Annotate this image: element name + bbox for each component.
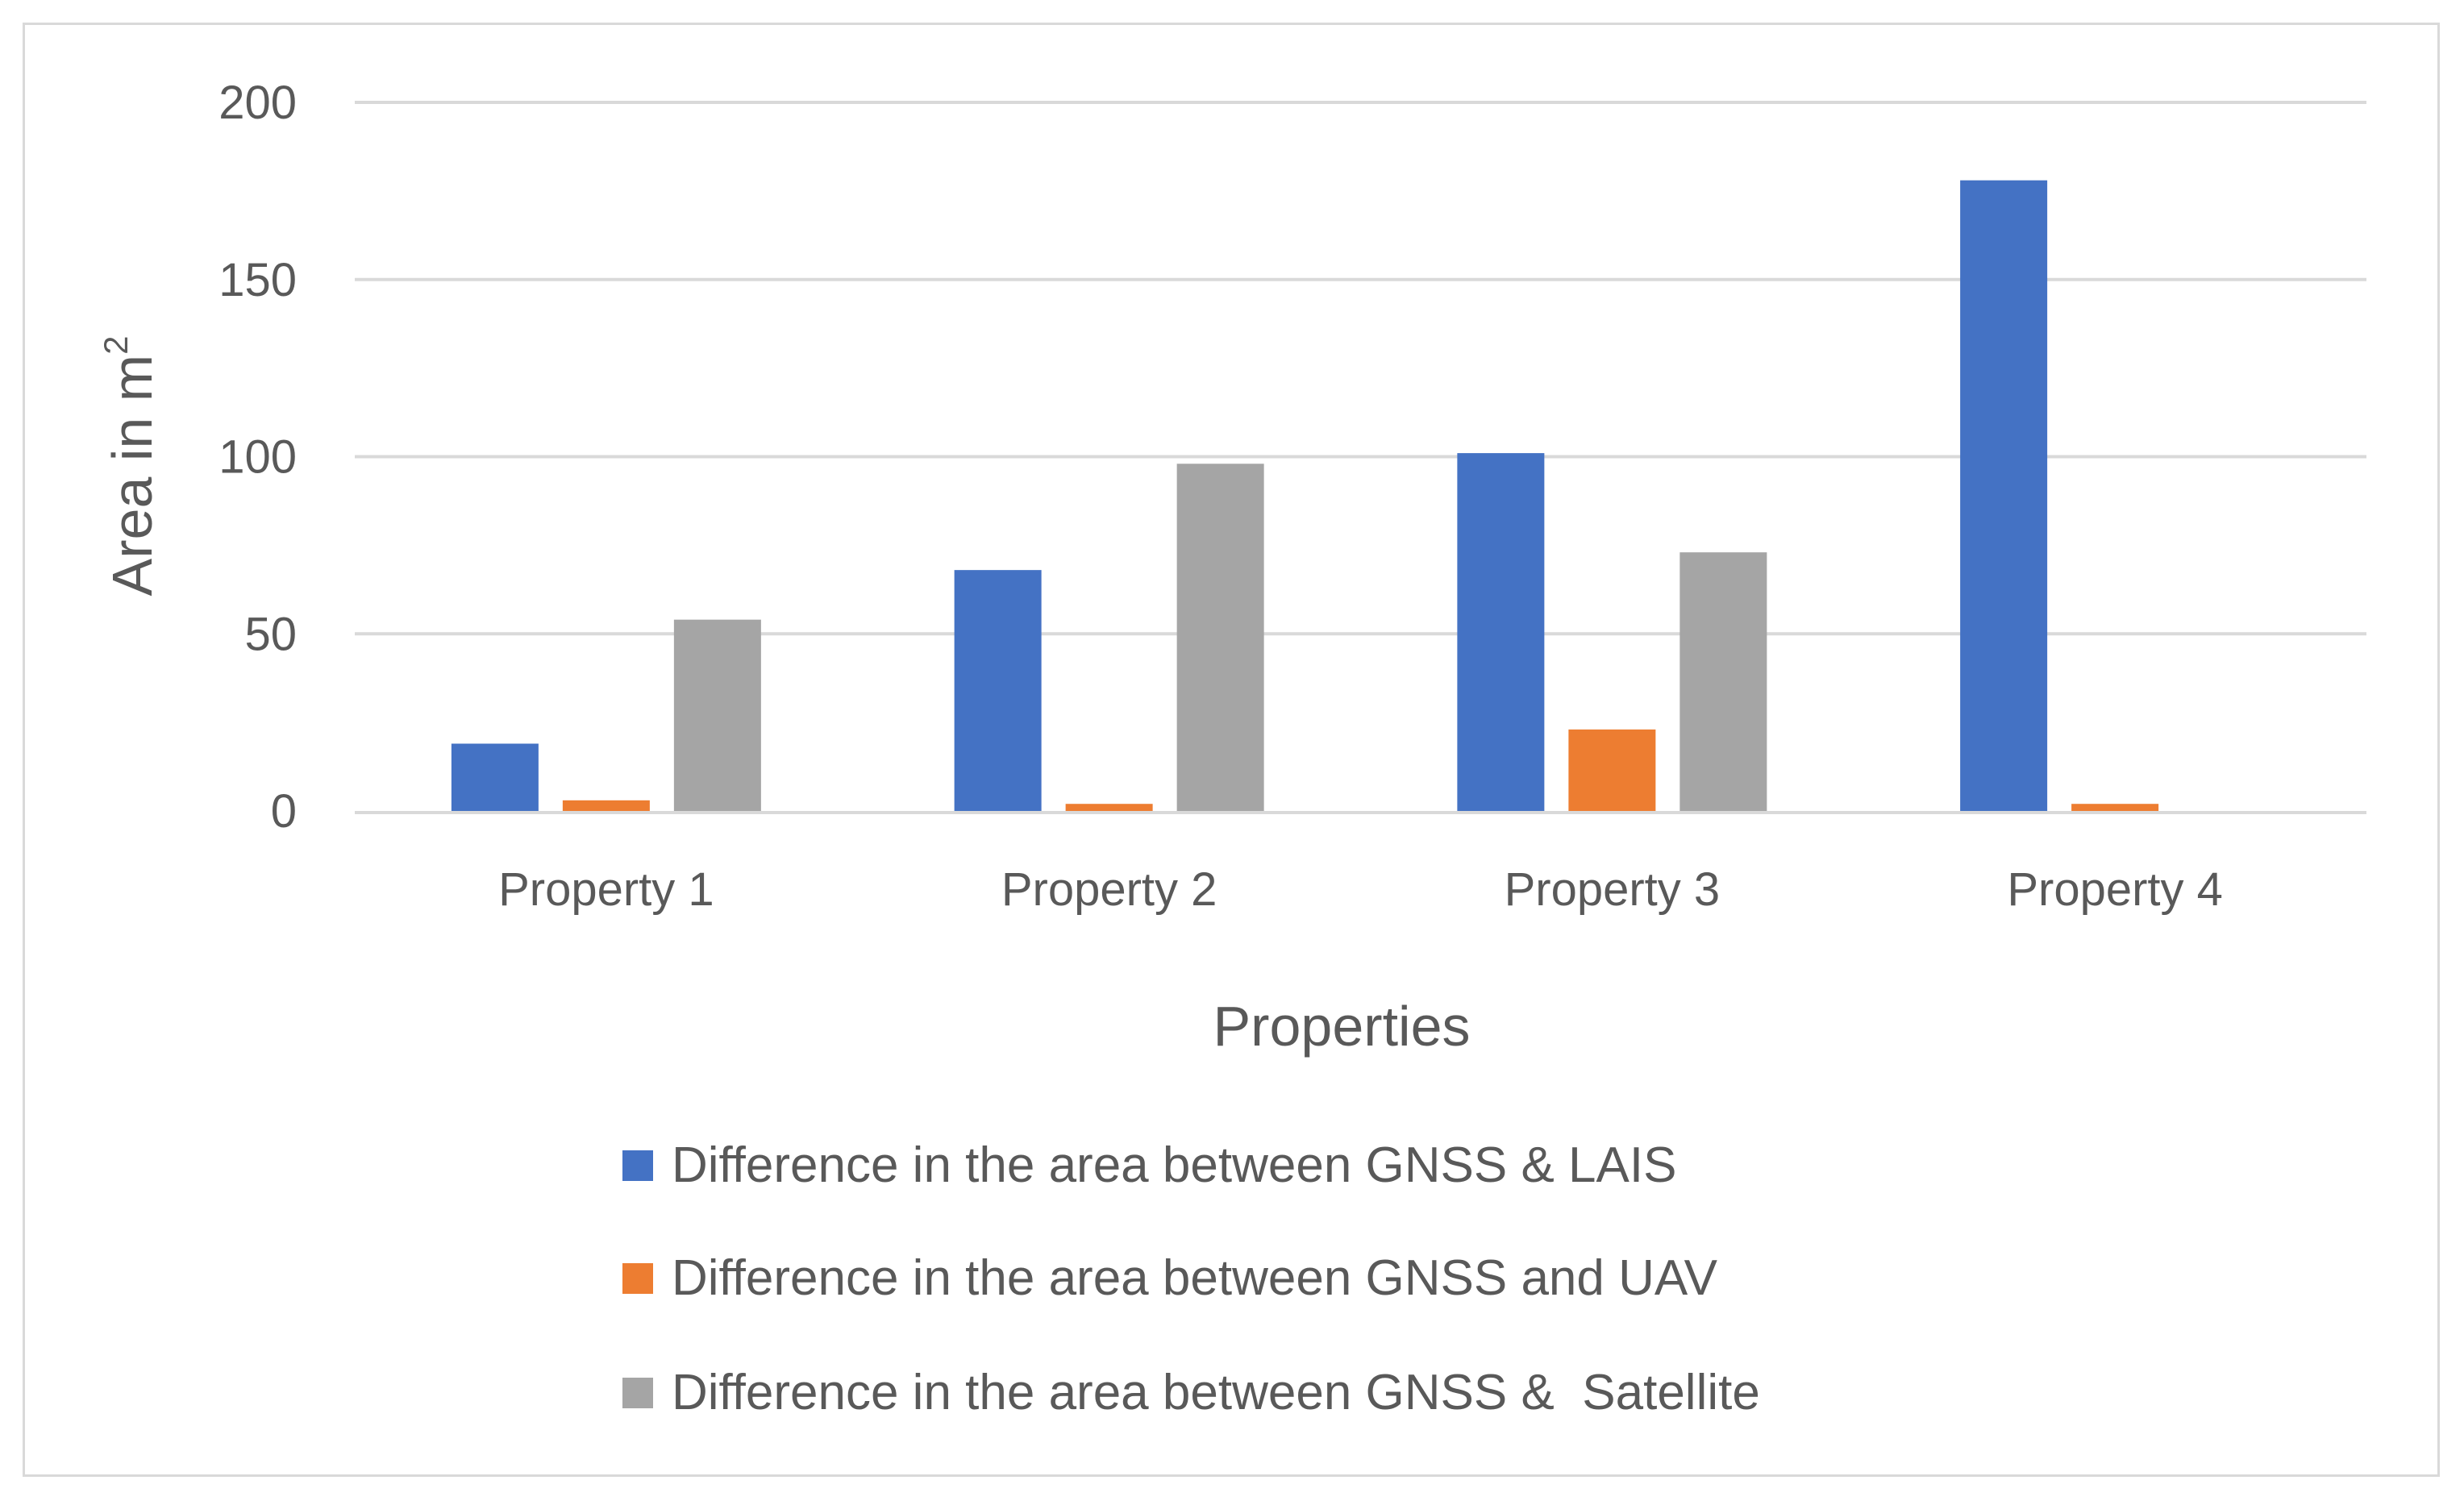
x-axis-ticks: Property 1 Property 2 Property 3 Property 4 (498, 863, 2223, 916)
bar-2-property-3 (1568, 729, 1656, 811)
y-axis-title-superscript: 2 (97, 336, 135, 355)
y-tick-label: 150 (219, 254, 297, 306)
legend-label: Difference in the area between GNSS and … (672, 1250, 1718, 1306)
bar-1-property-4 (1960, 180, 2048, 811)
legend-label: Difference in the area between GNSS & Sa… (672, 1365, 1760, 1420)
bar-1-property-3 (1457, 453, 1545, 811)
legend-label: Difference in the area between GNSS & LA… (672, 1137, 1676, 1193)
y-tick-label: 200 (219, 77, 297, 129)
x-axis-title: Properties (1213, 995, 1470, 1058)
y-tick-label: 50 (244, 608, 297, 660)
y-tick-label: 100 (219, 431, 297, 484)
bar-2-property-4 (2071, 804, 2159, 811)
y-axis-ticks: 0 50 100 150 200 (219, 77, 297, 838)
y-axis-title: Area in m2 (97, 336, 164, 597)
gridlines (355, 101, 2366, 636)
bar-3-property-3 (1679, 552, 1767, 811)
bar-3-property-1 (673, 619, 761, 811)
legend-swatch (622, 1263, 653, 1294)
bar-3-property-2 (1176, 464, 1264, 811)
bar-1-property-2 (954, 570, 1042, 811)
bar-1-property-1 (451, 743, 539, 811)
bar-2-property-1 (562, 800, 650, 811)
x-tick-label: Property 3 (1505, 863, 1721, 916)
x-tick-label: Property 2 (1001, 863, 1217, 916)
x-tick-label: Property 1 (498, 863, 714, 916)
bar-2-property-2 (1065, 804, 1153, 811)
bars (451, 180, 2159, 811)
y-tick-label: 0 (271, 785, 297, 838)
legend: Difference in the area between GNSS & LA… (622, 1137, 1760, 1420)
legend-swatch (622, 1378, 653, 1408)
x-tick-label: Property 4 (2007, 863, 2223, 916)
legend-swatch (622, 1150, 653, 1181)
